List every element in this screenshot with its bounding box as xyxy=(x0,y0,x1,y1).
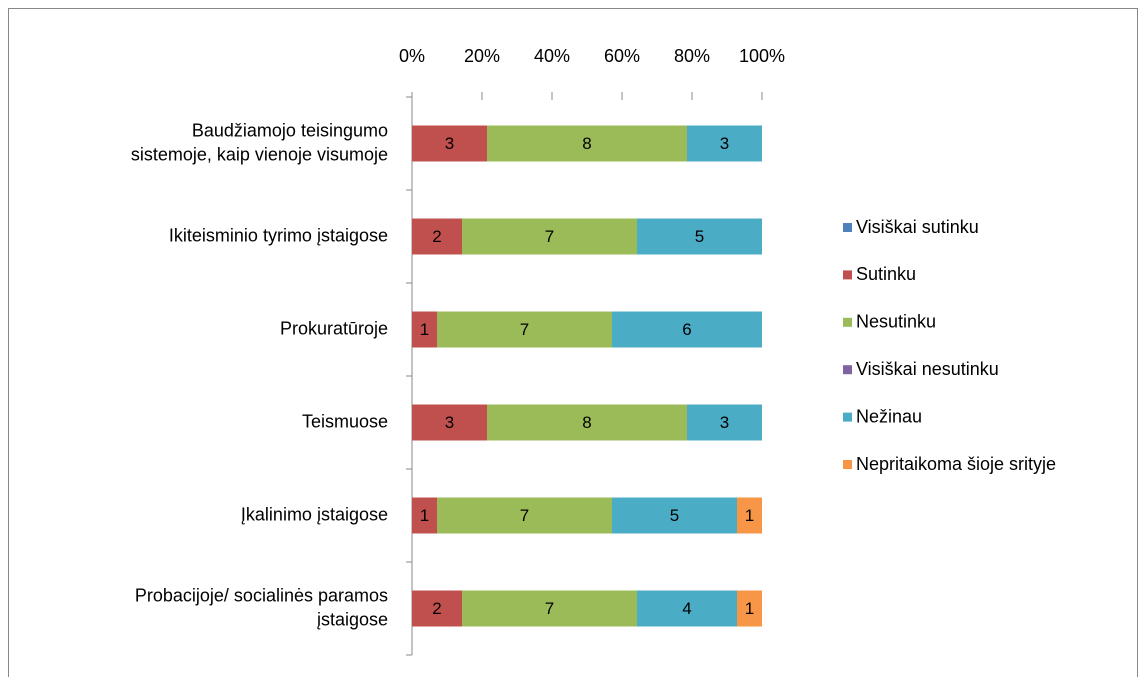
data-label: 8 xyxy=(582,413,591,432)
data-label: 7 xyxy=(545,599,554,618)
legend-swatch xyxy=(843,223,852,232)
legend-label: Nesutinku xyxy=(856,312,936,332)
data-label: 2 xyxy=(432,227,441,246)
data-label: 6 xyxy=(682,320,691,339)
legend-label: Visiškai sutinku xyxy=(856,217,979,237)
data-label: 3 xyxy=(720,413,729,432)
x-tick-label: 80% xyxy=(674,46,710,66)
legend-label: Visiškai nesutinku xyxy=(856,359,999,379)
bar-segment xyxy=(462,590,637,627)
legend-swatch xyxy=(843,317,852,327)
bar-segment xyxy=(487,404,687,441)
x-tick-label: 40% xyxy=(534,46,570,66)
legend-swatch xyxy=(843,270,852,280)
bar-segment xyxy=(737,497,762,534)
y-tick-label: Prokuratūroje xyxy=(280,318,388,338)
y-tick-label: Baudžiamojo teisingumo sistemoje, kaip vi… xyxy=(131,120,388,164)
bar-segment xyxy=(687,125,762,162)
bar-segment xyxy=(412,311,437,348)
x-tick-label: 60% xyxy=(604,46,640,66)
y-tick-label: Ikiteisminio tyrimo įstaigose xyxy=(169,225,388,245)
bar-segment xyxy=(437,497,612,534)
data-label: 1 xyxy=(745,599,754,618)
data-label: 8 xyxy=(582,134,591,153)
bar-segment xyxy=(737,590,762,627)
data-label: 5 xyxy=(670,506,679,525)
legend-label: Sutinku xyxy=(856,264,916,284)
y-tick-label: Probacijoje/ socialinės paramos įstaigose xyxy=(135,585,388,629)
bar-segment xyxy=(487,125,687,162)
data-label: 3 xyxy=(445,134,454,153)
bar-segment xyxy=(637,590,737,627)
bar-segment xyxy=(612,311,762,348)
bar-segment xyxy=(412,497,437,534)
data-label: 3 xyxy=(445,413,454,432)
legend-swatch xyxy=(843,460,852,469)
bar-segment xyxy=(437,311,612,348)
data-label: 5 xyxy=(695,227,704,246)
data-label: 7 xyxy=(520,320,529,339)
data-label: 2 xyxy=(432,599,441,618)
data-label: 7 xyxy=(520,506,529,525)
bar-segment xyxy=(412,218,462,255)
x-tick-label: 0% xyxy=(399,46,425,66)
data-label: 3 xyxy=(720,134,729,153)
bar-segment xyxy=(637,218,762,255)
x-tick-label: 20% xyxy=(464,46,500,66)
y-tick-label: Teismuose xyxy=(302,411,388,431)
data-label: 7 xyxy=(545,227,554,246)
bar-segment xyxy=(412,125,487,162)
data-label: 1 xyxy=(420,506,429,525)
legend-label: Nežinau xyxy=(856,406,922,426)
bar-segment xyxy=(687,404,762,441)
legend-swatch xyxy=(843,365,852,375)
bar-segment xyxy=(612,497,737,534)
bar-segment xyxy=(412,404,487,441)
y-tick-label: Įkalinimo įstaigose xyxy=(241,504,388,524)
data-label: 4 xyxy=(682,599,691,618)
x-tick-label: 100% xyxy=(739,46,785,66)
legend-swatch xyxy=(843,412,852,422)
data-label: 1 xyxy=(420,320,429,339)
bar-segment xyxy=(412,590,462,627)
bar-segment xyxy=(462,218,637,255)
data-label: 1 xyxy=(745,506,754,525)
legend-label: Nepritaikoma šioje srityje xyxy=(856,454,1056,474)
